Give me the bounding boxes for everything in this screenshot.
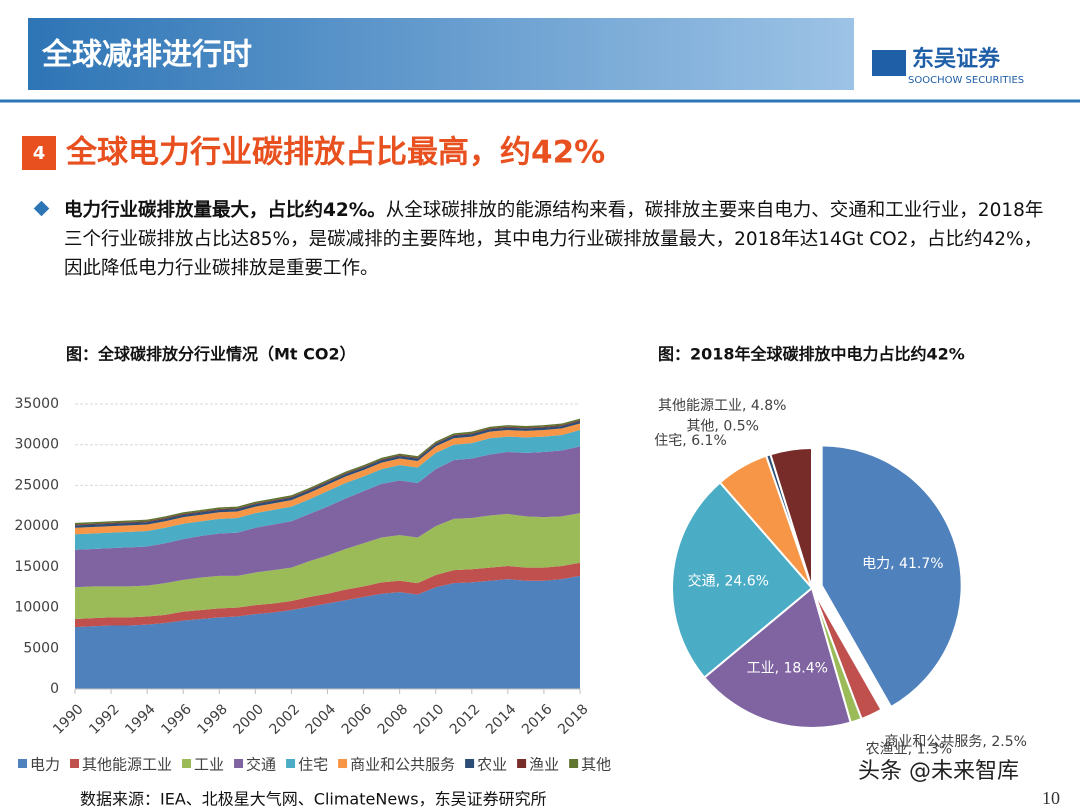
legend-swatch (182, 759, 192, 768)
data-label: 农渔业, 1.3% (866, 741, 952, 757)
x-tick-label: 1992 (86, 701, 123, 738)
y-tick-label: 15000 (14, 559, 59, 575)
paragraph-lead: 电力行业碳排放量最大，占比约42%。 (64, 200, 386, 221)
header-title: 全球减排进行时 (41, 38, 252, 73)
x-tick-label: 2002 (267, 701, 304, 738)
x-tick-label: 1996 (158, 701, 195, 738)
legend-swatch (517, 759, 527, 768)
logo-icon (872, 50, 906, 76)
area (75, 430, 580, 550)
x-tick-label: 2008 (375, 701, 412, 738)
logo: 东吴证券 (912, 46, 1001, 72)
legend-swatch (286, 759, 296, 768)
x-tick-label: 1990 (50, 701, 87, 738)
legend-label: 农业 (477, 756, 507, 774)
area (75, 562, 580, 628)
pie-slice (702, 586, 852, 729)
pie-slice (769, 446, 813, 589)
legend-label: 渔业 (529, 756, 559, 774)
area (75, 423, 580, 535)
legend-swatch (338, 759, 348, 768)
legend-swatch (234, 759, 244, 768)
data-label: 电力, 41.7% (862, 556, 943, 572)
legend-label: 电力 (30, 756, 60, 774)
watermark: 头条 @未来智库 (858, 759, 1019, 784)
y-tick-label: 35000 (14, 396, 59, 412)
x-tick-label: 2000 (230, 701, 267, 738)
area (75, 446, 580, 588)
chart-title: 图：全球碳排放分行业情况（Mt CO2） (66, 345, 356, 364)
y-tick-label: 0 (50, 681, 59, 697)
y-tick-label: 20000 (14, 518, 59, 534)
legend-label: 工业 (194, 756, 224, 774)
legend-label: 其他能源工业 (82, 756, 172, 774)
data-label: 交通, 24.6% (688, 572, 769, 589)
y-tick-label: 25000 (14, 477, 59, 493)
pie-slice (820, 444, 963, 709)
y-tick-label: 10000 (14, 600, 59, 616)
pie-slice (671, 481, 814, 679)
section-number: 4 (33, 143, 46, 164)
x-tick-label: 2010 (411, 701, 448, 738)
x-tick-label: 2016 (519, 701, 556, 738)
legend-label: 商业和公共服务 (350, 756, 455, 774)
x-tick-label: 2014 (483, 701, 520, 738)
section-title: 全球电力行业碳排放占比最高，约42% (65, 135, 605, 171)
legend-swatch (569, 759, 579, 768)
x-tick-label: 2004 (303, 701, 340, 738)
y-tick-label: 5000 (23, 640, 59, 656)
data-label: 其他能源工业, 4.8% (658, 398, 786, 414)
bullet (33, 200, 50, 217)
legend-label: 交通 (246, 756, 276, 774)
legend-label: 其他 (581, 756, 611, 774)
data-label: 工业, 18.4% (747, 660, 828, 676)
chart-title: 图：2018年全球碳排放中电力占比约42% (658, 345, 965, 364)
page-number: 10 (1042, 788, 1060, 808)
header-bar (28, 18, 854, 90)
legend-swatch (18, 759, 27, 768)
section-badge (22, 136, 56, 170)
data-label: 住宅, 6.1% (654, 433, 726, 449)
paragraph-text: 从全球碳排放的能源结构来看，碳排放主要来自电力、交通和工业行业，2018年三个行… (64, 200, 1044, 279)
area (75, 575, 580, 689)
x-tick-label: 1994 (122, 701, 159, 738)
x-tick-label: 2012 (447, 701, 484, 738)
area (75, 513, 580, 619)
data-label: 其他, 0.5% (686, 419, 758, 435)
legend-swatch (465, 759, 475, 768)
paragraph: 电力行业碳排放量最大，占比约42%。从全球碳排放的能源结构来看，碳排放主要来自电… (64, 196, 1054, 283)
legend-swatch (70, 759, 80, 768)
x-tick-label: 1998 (194, 701, 231, 738)
x-tick-label: 2018 (555, 701, 592, 738)
x-tick-label: 2006 (339, 701, 376, 738)
y-tick-label: 30000 (14, 437, 59, 453)
logo-sub: SOOCHOW SECURITIES (908, 75, 1024, 86)
data-label: 商业和公共服务, 2.5% (884, 734, 1026, 750)
source: 数据来源：IEA、北极星大气网、ClimateNews，东吴证券研究所 (80, 790, 547, 809)
legend-label: 住宅 (298, 756, 328, 774)
